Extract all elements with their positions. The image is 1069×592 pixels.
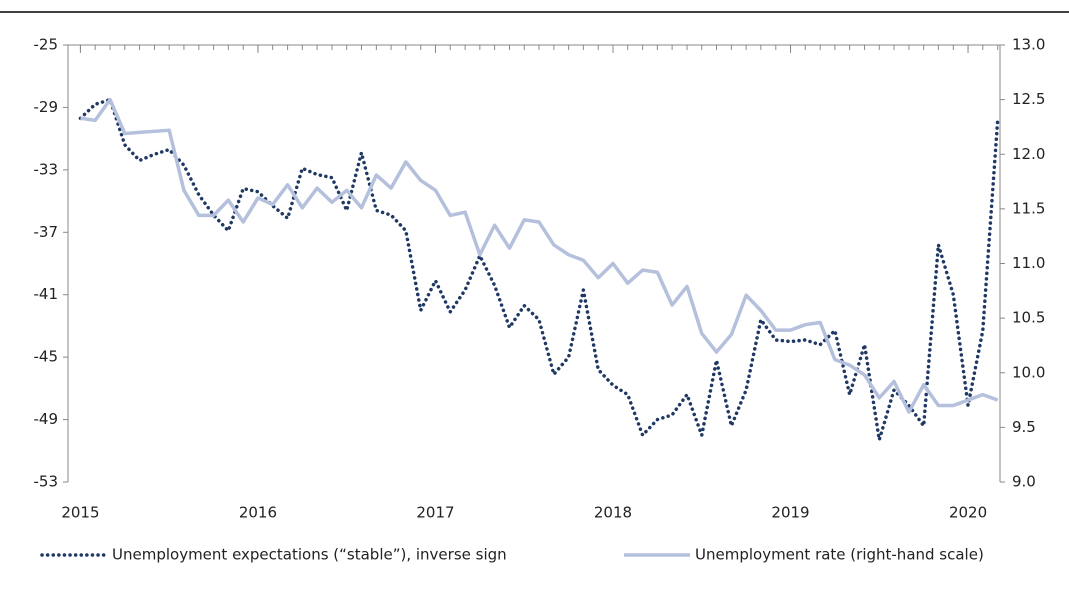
y2-tick-label: 13.0 [1012, 36, 1045, 54]
y2-tick-label: 12.0 [1012, 145, 1045, 163]
y2-tick-label: 10.5 [1012, 309, 1045, 327]
y-tick-label: -49 [34, 410, 59, 428]
y2-tick-label: 10.0 [1012, 363, 1045, 381]
x-tick-label: 2016 [239, 504, 277, 522]
series-line [80, 97, 999, 414]
y2-tick-label: 9.5 [1012, 418, 1036, 436]
x-tick-label: 2018 [594, 504, 632, 522]
y-tick-label: -25 [34, 36, 59, 54]
x-tick-label: 2019 [771, 504, 809, 522]
y-tick-label: -29 [34, 98, 59, 116]
y-tick-label: -33 [34, 160, 59, 178]
x-tick-label: 2017 [416, 504, 454, 522]
x-tick-label: 2015 [61, 504, 99, 522]
y2-tick-label: 12.5 [1012, 90, 1045, 108]
y2-tick-label: 11.0 [1012, 254, 1045, 272]
y-tick-label: -53 [34, 473, 59, 491]
y-tick-label: -45 [34, 348, 59, 366]
y2-tick-label: 11.5 [1012, 199, 1045, 217]
y2-tick-label: 9.0 [1012, 473, 1036, 491]
legend-label: Unemployment expectations (“stable”), in… [112, 546, 507, 564]
y-tick-label: -37 [34, 223, 59, 241]
y-tick-label: -41 [34, 285, 59, 303]
x-tick-label: 2020 [949, 504, 987, 522]
legend-label: Unemployment rate (right-hand scale) [695, 546, 984, 564]
series-line [78, 97, 1000, 442]
